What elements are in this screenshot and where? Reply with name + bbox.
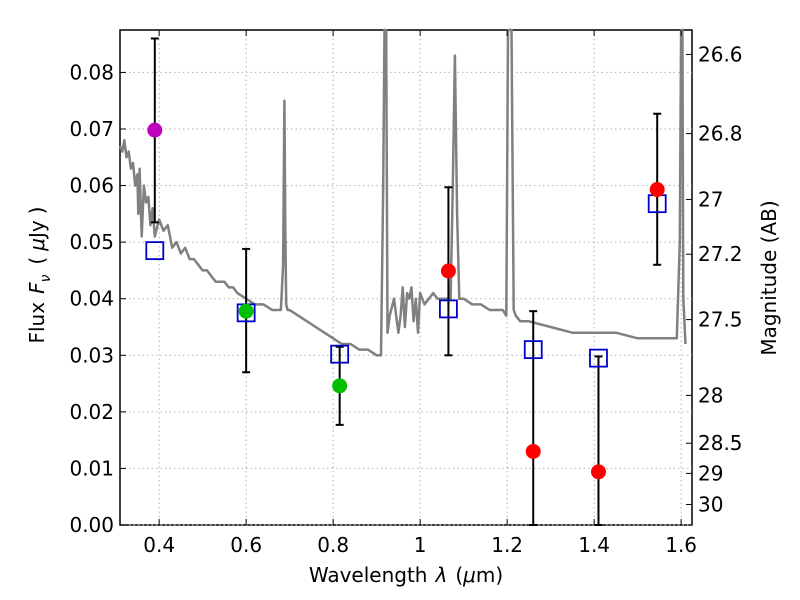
x-tick-label: 1.2	[491, 533, 523, 557]
model-spectrum-line	[118, 28, 687, 357]
observed-photometry-points	[147, 122, 665, 480]
y-tick-label: 0.08	[69, 60, 114, 84]
x-tick-label: 1	[414, 533, 427, 557]
y2-tick-label: 26.8	[698, 122, 743, 146]
model-spectrum	[118, 28, 687, 357]
x-tick-label: 0.8	[317, 533, 349, 557]
model-point-square	[439, 299, 458, 319]
y2-tick-label: 27.5	[698, 308, 743, 332]
model-point-square	[330, 344, 350, 364]
y-tick-label: 0.04	[69, 287, 114, 311]
y-tick-label: 0.02	[69, 400, 114, 424]
axis-ticks: 0.4 0.6 0.8 1 1.2 1.4 1.6 0.00 0.01 0.02 0.03 0.04 0…	[69, 30, 743, 557]
y-tick-label: 0.03	[69, 343, 114, 367]
y-tick-label: 0.07	[69, 117, 114, 141]
y2-tick-label: 26.6	[698, 42, 743, 66]
y-tick-label: 0.01	[69, 456, 114, 480]
error-bars	[150, 37, 662, 526]
y2-tick-label: 27.2	[698, 242, 743, 266]
model-point-square	[145, 241, 165, 261]
x-tick-label: 1.4	[578, 533, 610, 557]
y2-tick-label: 29	[698, 461, 723, 485]
y2-tick-label: 28.5	[698, 431, 743, 455]
observed-point	[649, 182, 665, 198]
observed-point	[590, 464, 606, 480]
observed-point	[525, 443, 541, 459]
y2-tick-label: 30	[698, 492, 723, 516]
plot-frame	[119, 29, 693, 526]
model-point-square	[589, 348, 608, 368]
y2-tick-label: 27	[698, 187, 723, 211]
y-tick-label: 0.00	[69, 513, 114, 537]
grid	[120, 30, 692, 526]
observed-point	[440, 263, 456, 279]
y-tick-label: 0.05	[69, 230, 114, 254]
y2-tick-label: 28	[698, 383, 723, 407]
observed-point	[147, 122, 163, 138]
model-photometry-points	[145, 194, 667, 368]
model-point-square	[523, 340, 543, 360]
observed-point	[332, 378, 348, 394]
x-tick-label: 1.6	[665, 533, 697, 557]
y-tick-label: 0.06	[69, 174, 114, 198]
x-tick-label: 0.6	[230, 533, 262, 557]
x-axis-label: Wavelength λ (μm)	[309, 563, 503, 587]
observed-point	[238, 303, 254, 319]
x-tick-label: 0.4	[143, 533, 175, 557]
y2-axis-label: Magnitude (AB)	[757, 200, 781, 355]
y-axis-label: FluxFν(μJy)	[25, 206, 54, 343]
